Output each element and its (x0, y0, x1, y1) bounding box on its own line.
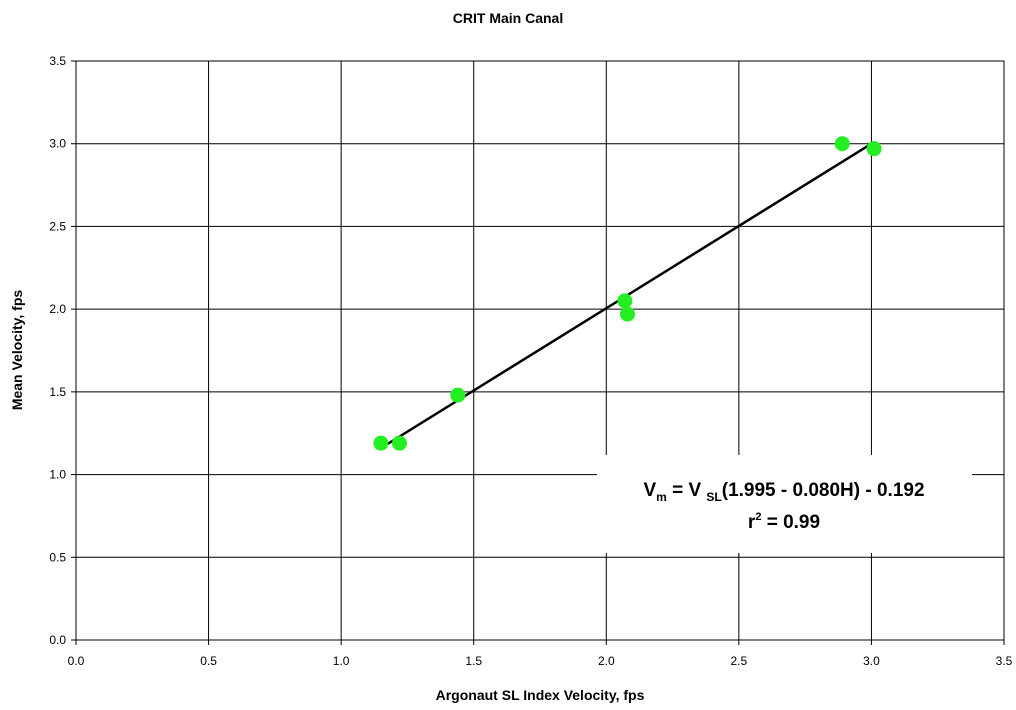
equation-subscript-sl: SL (706, 490, 721, 504)
x-axis-label: Argonaut SL Index Velocity, fps (436, 687, 645, 703)
data-points (373, 136, 882, 451)
equation-middle: = V (667, 480, 707, 501)
x-tick-label: 3.0 (863, 654, 880, 668)
x-tick-label: 2.5 (731, 654, 748, 668)
data-point (866, 141, 882, 157)
grid (76, 61, 1004, 640)
y-tick-label: 1.0 (49, 468, 66, 482)
x-tick-label: 1.0 (333, 654, 350, 668)
data-point (834, 136, 850, 152)
x-tick-label: 0.0 (68, 654, 85, 668)
equation-box: Vm = V SL(1.995 - 0.080H) - 0.192 r2 = 0… (597, 455, 972, 553)
equation-text: Vm = V SL(1.995 - 0.080H) - 0.192 (643, 480, 924, 504)
data-point (391, 435, 407, 451)
equation-v: V (643, 480, 656, 501)
data-point (619, 306, 635, 322)
equation-box-background (597, 455, 972, 553)
x-tick-label: 1.5 (465, 654, 482, 668)
x-tick-label: 3.5 (996, 654, 1013, 668)
data-point (450, 387, 466, 403)
tick-labels: 0.0 0.5 1.0 1.5 2.0 2.5 3.0 3.5 0.0 0.5 1.0 1.5 2.0 2… (49, 54, 1012, 668)
x-tick-label: 0.5 (200, 654, 217, 668)
r-superscript: 2 (755, 511, 761, 523)
chart-title: CRIT Main Canal (453, 10, 563, 26)
y-tick-label: 2.5 (49, 219, 66, 233)
equation-tail: (1.995 - 0.080H) - 0.192 (722, 480, 925, 501)
data-point (373, 435, 389, 451)
equation-subscript-m: m (656, 490, 667, 504)
y-tick-label: 0.5 (49, 550, 66, 564)
data-point (617, 293, 633, 309)
y-tick-label: 2.0 (49, 302, 66, 316)
r-symbol: r (748, 512, 756, 533)
y-tick-label: 0.0 (49, 633, 66, 647)
r-squared-value: = 0.99 (761, 512, 820, 533)
plot-frame (75, 60, 1005, 641)
x-tick-label: 2.0 (598, 654, 615, 668)
y-axis-label: Mean Velocity, fps (9, 290, 25, 411)
y-tick-label: 3.5 (49, 54, 66, 68)
r-squared-text: r2 = 0.99 (748, 511, 820, 533)
y-tick-label: 1.5 (49, 385, 66, 399)
y-tick-label: 3.0 (49, 137, 66, 151)
